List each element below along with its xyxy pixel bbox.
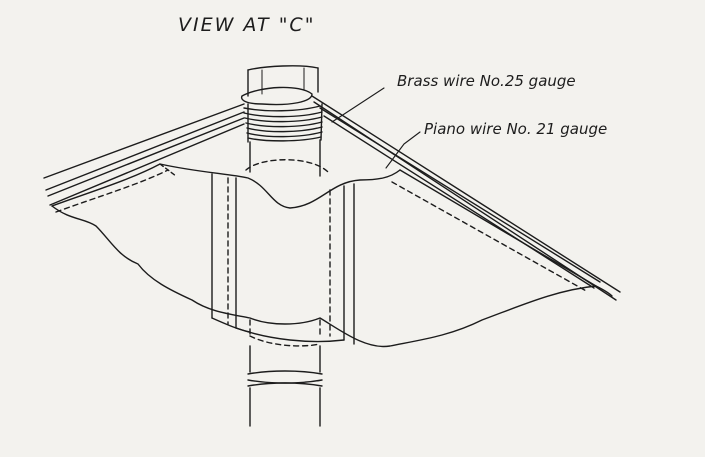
sleeve-panels	[211, 173, 355, 347]
leader-lines	[331, 87, 421, 169]
page-title: VIEW AT "C"	[178, 14, 316, 36]
tube-top	[247, 65, 319, 97]
covering-sheet	[51, 163, 613, 348]
tube-body	[245, 139, 329, 427]
right-wire-strut	[311, 95, 621, 301]
left-wire-strut	[43, 103, 245, 206]
brass-wire-binding	[240, 86, 323, 143]
brass-wire-label: Brass wire No.25 gauge	[397, 72, 576, 90]
piano-wire-label: Piano wire No. 21 gauge	[424, 120, 608, 138]
